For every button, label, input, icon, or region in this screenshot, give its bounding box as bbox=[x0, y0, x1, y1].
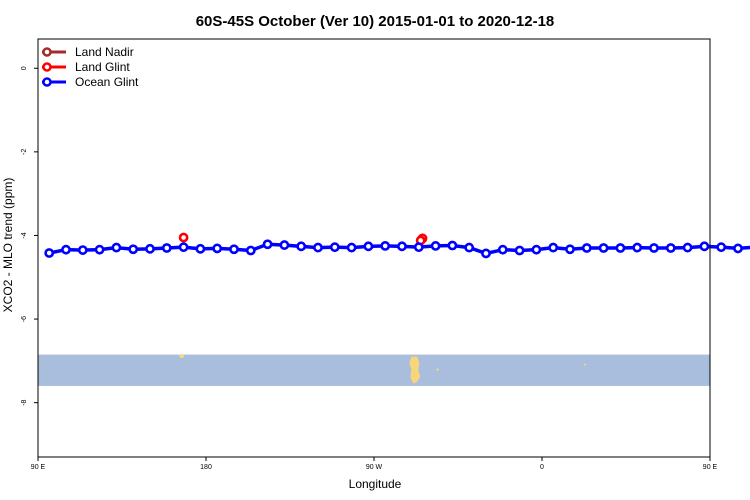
point-ocean-glint bbox=[413, 242, 424, 253]
point-ocean-glint bbox=[514, 245, 525, 256]
legend-label: Land Glint bbox=[75, 60, 130, 74]
y-tick-label: -8 bbox=[21, 399, 28, 405]
x-axis-label: Longitude bbox=[349, 477, 402, 491]
point-ocean-glint bbox=[716, 242, 727, 253]
point-ocean-glint bbox=[598, 243, 609, 253]
point-ocean-glint bbox=[245, 245, 256, 256]
point-ocean-glint bbox=[44, 248, 55, 258]
series-land-glint bbox=[178, 232, 428, 246]
point-ocean-glint bbox=[145, 243, 155, 254]
y-axis-label: XCO2 - MLO trend (ppm) bbox=[1, 178, 15, 313]
land-south-america bbox=[409, 356, 421, 384]
legend-marker bbox=[42, 47, 52, 57]
point-ocean-glint bbox=[615, 243, 626, 253]
land-falklands bbox=[436, 368, 439, 371]
point-ocean-glint bbox=[665, 243, 676, 253]
point-ocean-glint bbox=[296, 241, 307, 252]
point-ocean-glint bbox=[682, 242, 693, 253]
point-ocean-glint bbox=[699, 241, 710, 252]
point-ocean-glint bbox=[531, 244, 542, 255]
point-ocean-glint bbox=[380, 241, 391, 251]
point-ocean-glint bbox=[581, 243, 592, 253]
legend-label: Ocean Glint bbox=[75, 75, 139, 89]
point-ocean-glint bbox=[464, 242, 475, 253]
point-ocean-glint bbox=[94, 244, 105, 255]
point-ocean-glint bbox=[229, 244, 239, 255]
point-ocean-glint bbox=[195, 243, 206, 254]
point-ocean-glint bbox=[447, 240, 458, 251]
chart-title: 60S-45S October (Ver 10) 2015-01-01 to 2… bbox=[196, 13, 555, 30]
point-ocean-glint bbox=[279, 240, 290, 250]
point-ocean-glint bbox=[733, 243, 743, 254]
legend-marker bbox=[42, 62, 52, 72]
point-ocean-glint bbox=[161, 243, 172, 253]
point-ocean-glint bbox=[481, 248, 491, 259]
series-ocean-glint bbox=[44, 239, 750, 259]
x-tick-label: 90 E bbox=[703, 464, 718, 471]
x-tick-label: 90 E bbox=[31, 464, 46, 471]
point-ocean-glint bbox=[363, 241, 374, 252]
point-ocean-glint bbox=[61, 244, 71, 255]
y-tick-label: -2 bbox=[21, 149, 28, 155]
point-ocean-glint bbox=[497, 244, 508, 255]
point-ocean-glint bbox=[329, 242, 340, 253]
point-ocean-glint bbox=[548, 242, 559, 253]
point-ocean-glint bbox=[313, 242, 323, 253]
map-ocean-band bbox=[38, 354, 710, 386]
y-axis-ticks: 0 -2 -4 -6 -8 bbox=[21, 66, 38, 406]
legend-item-land-nadir: Land Nadir bbox=[42, 45, 134, 59]
point-ocean-glint bbox=[262, 239, 273, 250]
plot-frame bbox=[37, 38, 711, 458]
y-tick-label: -6 bbox=[21, 316, 28, 322]
point-land-glint bbox=[178, 232, 189, 243]
legend-marker bbox=[42, 77, 52, 87]
point-ocean-glint bbox=[565, 244, 575, 255]
y-tick-label: -4 bbox=[21, 232, 28, 238]
point-ocean-glint bbox=[178, 242, 189, 253]
land-south-georgia bbox=[583, 363, 586, 366]
legend-label: Land Nadir bbox=[75, 45, 134, 59]
point-ocean-glint bbox=[346, 242, 357, 253]
x-tick-label: 90 W bbox=[366, 464, 383, 471]
point-ocean-glint bbox=[212, 243, 223, 254]
point-ocean-glint bbox=[649, 243, 659, 253]
point-ocean-glint bbox=[397, 241, 407, 252]
x-tick-label: 0 bbox=[540, 464, 544, 471]
point-ocean-glint bbox=[632, 242, 643, 253]
map-strip bbox=[38, 354, 710, 386]
legend-item-ocean-glint: Ocean Glint bbox=[42, 75, 139, 89]
point-ocean-glint bbox=[111, 242, 122, 253]
x-tick-label: 180 bbox=[200, 464, 212, 471]
land-new-zealand bbox=[179, 354, 185, 359]
point-ocean-glint bbox=[430, 241, 441, 251]
y-tick-label: 0 bbox=[21, 66, 28, 70]
series-layer bbox=[44, 232, 750, 259]
point-ocean-glint bbox=[128, 244, 139, 255]
point-ocean-glint bbox=[77, 245, 88, 255]
legend-item-land-glint: Land Glint bbox=[42, 60, 130, 74]
